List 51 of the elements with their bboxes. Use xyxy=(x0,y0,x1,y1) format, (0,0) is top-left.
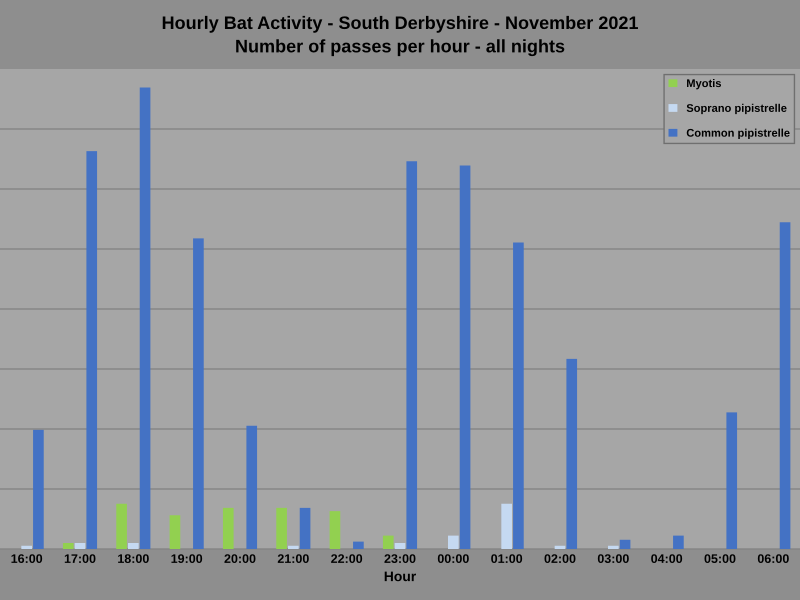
bar xyxy=(128,543,139,549)
x-tick-label: 19:00 xyxy=(171,554,202,564)
bar xyxy=(62,543,74,549)
chart-title: Hourly Bat Activity - South Derbyshire - November 2021 Number of passes per hour - all nights xyxy=(162,16,638,56)
x-tick-label: 01:00 xyxy=(491,554,522,564)
bar xyxy=(353,542,364,549)
x-tick-label: 22:00 xyxy=(331,554,362,564)
bar xyxy=(726,412,738,549)
bar xyxy=(246,426,258,549)
bar xyxy=(780,222,790,549)
x-tick-label: 23:00 xyxy=(384,554,416,564)
bar xyxy=(501,504,512,549)
x-tick-label: 16:00 xyxy=(11,554,42,564)
bar xyxy=(21,546,32,549)
bar xyxy=(74,543,86,549)
bar xyxy=(288,546,299,549)
bar xyxy=(608,546,619,549)
bar xyxy=(460,165,470,549)
bar xyxy=(300,508,310,549)
bar xyxy=(170,515,180,549)
x-tick-label: 04:00 xyxy=(651,554,682,564)
legend-label: Common pipistrelle xyxy=(686,128,790,139)
x-tick-label: 06:00 xyxy=(758,554,789,564)
bar xyxy=(513,242,524,549)
x-tick-label: 20:00 xyxy=(224,554,256,564)
x-tick-label: 17:00 xyxy=(64,554,96,564)
x-tick-label: 00:00 xyxy=(438,554,469,564)
bar xyxy=(554,546,566,549)
bar xyxy=(222,508,234,549)
bar xyxy=(620,540,630,549)
x-tick-label: 21:00 xyxy=(278,554,309,564)
bar xyxy=(33,430,44,549)
bar xyxy=(448,536,459,549)
x-tick-label: 03:00 xyxy=(598,554,629,564)
legend-label: Soprano pipistrelle xyxy=(686,104,787,114)
bar xyxy=(382,536,394,549)
bar xyxy=(116,504,127,549)
x-tick-label: 05:00 xyxy=(704,554,736,564)
bar xyxy=(86,151,98,549)
bar xyxy=(140,87,150,549)
legend-label: Myotis xyxy=(687,79,722,90)
bar xyxy=(394,543,406,549)
bar xyxy=(566,358,578,549)
bar xyxy=(330,511,340,549)
x-tick-label: 18:00 xyxy=(118,554,149,564)
x-tick-label: 02:00 xyxy=(544,554,576,564)
bar xyxy=(193,238,204,549)
x-axis-title: Hour xyxy=(384,572,416,582)
bar xyxy=(406,161,418,549)
bar xyxy=(673,536,684,549)
bar xyxy=(276,508,287,549)
